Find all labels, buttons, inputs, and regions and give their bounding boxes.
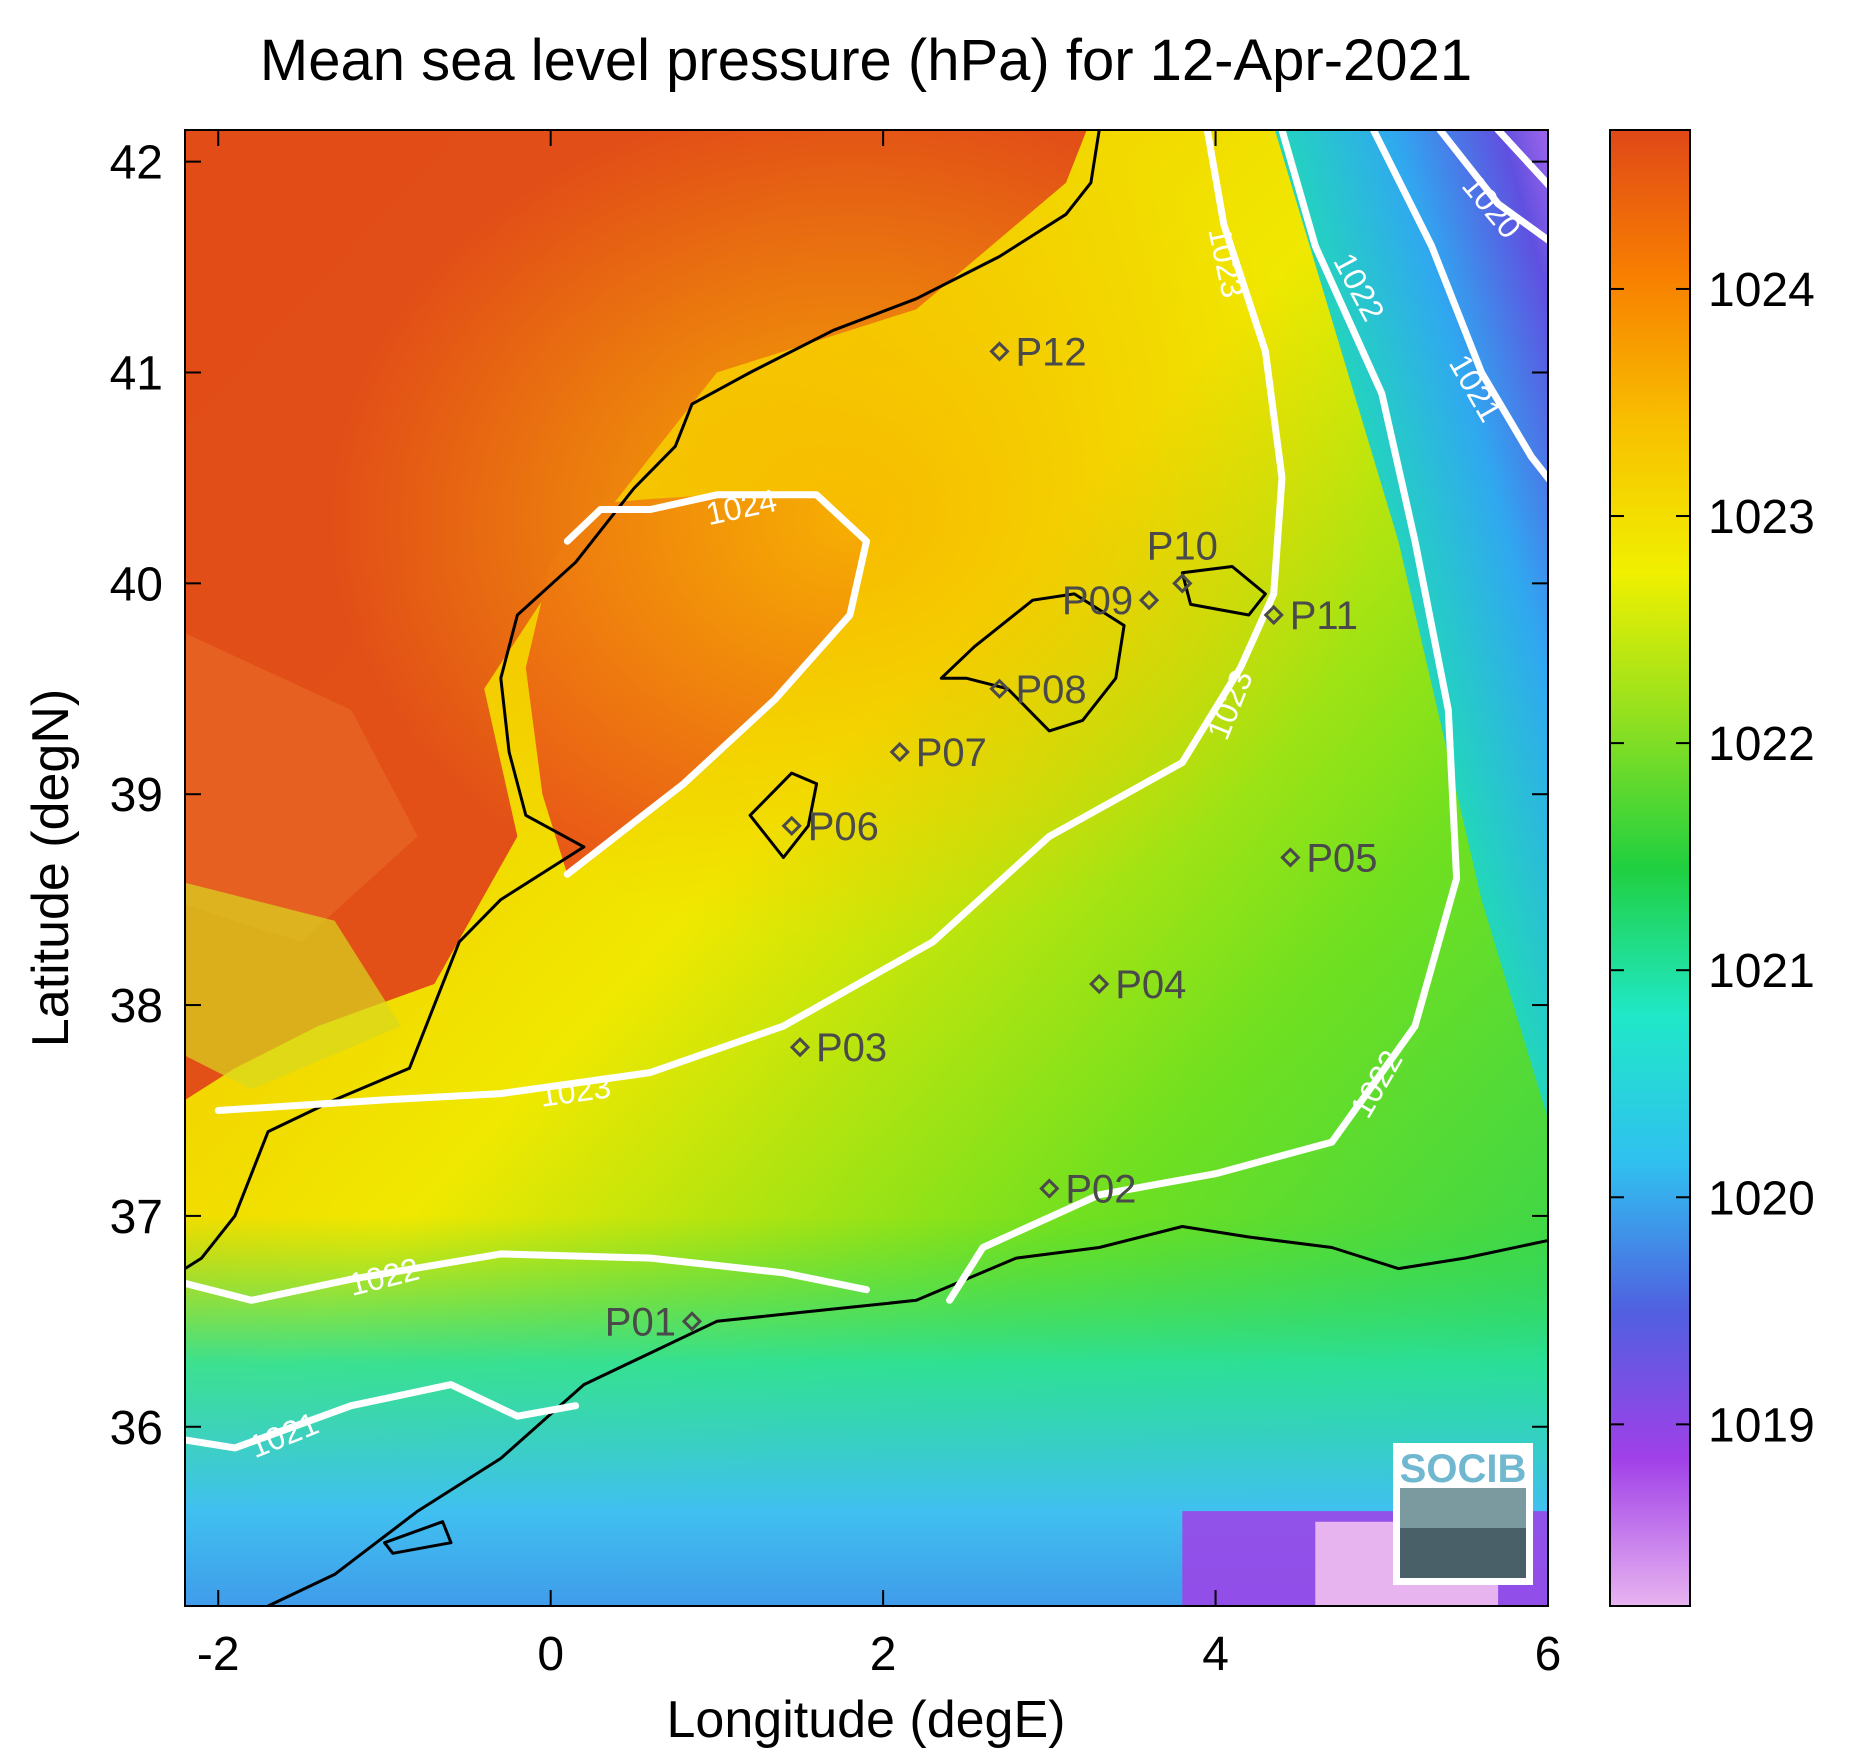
y-tick-label: 40 [110, 558, 163, 611]
station-marker [1039, 1178, 1060, 1199]
colorbar-tick-label: 1020 [1708, 1172, 1815, 1225]
contour-1021-south [185, 1381, 580, 1452]
x-tick-label: -2 [197, 1628, 240, 1681]
station-label: P10 [1147, 524, 1218, 568]
colorbar-tick-label: 1023 [1708, 491, 1815, 544]
y-axis: 36 37 38 39 40 41 42 [110, 137, 1548, 1455]
station-p02: P02 [1039, 1168, 1137, 1212]
x-tick-label: 4 [1202, 1628, 1229, 1681]
coastline-africa [267, 1225, 1548, 1606]
station-p09: P09 [1062, 579, 1160, 623]
station-label: P04 [1115, 963, 1186, 1007]
x-axis-label: Longitude (degE) [667, 1691, 1066, 1749]
station-marker [1089, 973, 1110, 995]
station-marker [989, 678, 1010, 699]
station-label: P05 [1306, 836, 1377, 880]
station-marker [681, 1311, 703, 1332]
colorbar-scale [1609, 129, 1691, 1607]
station-p01: P01 [605, 1300, 703, 1344]
contour-1022-east [946, 130, 1461, 1304]
coastline-menorca [1180, 565, 1267, 617]
station-marker [889, 741, 910, 763]
contour-1023-main [214, 130, 1286, 1114]
contour-1020 [1436, 130, 1548, 245]
y-tick-label: 36 [110, 1402, 163, 1455]
station-p10: P10 [1147, 524, 1218, 594]
colorbar-tick-label: 1024 [1708, 264, 1815, 317]
contour-1019 [1494, 130, 1548, 190]
station-marker [781, 815, 802, 836]
y-tick-label: 41 [110, 347, 163, 400]
station-marker [1263, 604, 1284, 626]
chart-title: Mean sea level pressure (hPa) for 12-Apr… [260, 28, 1472, 93]
station-label: P12 [1015, 330, 1086, 374]
socib-logo: SOCIB [1393, 1443, 1533, 1585]
station-p07: P07 [889, 731, 987, 775]
station-p04: P04 [1089, 963, 1186, 1007]
station-marker [1138, 590, 1160, 611]
station-p06: P06 [781, 805, 879, 849]
station-marker [1280, 847, 1301, 868]
station-label: P01 [605, 1300, 676, 1344]
contour-1024 [563, 491, 870, 878]
y-tick-label: 37 [110, 1191, 163, 1244]
x-tick-label: 2 [870, 1628, 897, 1681]
y-tick-label: 42 [110, 137, 163, 190]
station-p08: P08 [989, 668, 1087, 712]
station-label: P02 [1065, 1168, 1136, 1212]
contour-1022-south [185, 1250, 870, 1304]
x-axis: -2 0 2 4 6 [197, 130, 1561, 1681]
station-p05: P05 [1280, 836, 1378, 880]
colorbar-tick-label: 1019 [1708, 1399, 1815, 1452]
y-tick-label: 39 [110, 769, 163, 822]
contour-1021-east [1370, 130, 1548, 484]
y-axis-label: Latitude (degN) [22, 689, 80, 1047]
station-label: P09 [1062, 579, 1133, 623]
station-p12: P12 [989, 330, 1087, 374]
colorbar: 1019 1020 1021 1022 1023 1024 [1609, 129, 1815, 1607]
station-label: P11 [1290, 594, 1358, 638]
coastline-alboran [383, 1520, 453, 1555]
y-tick-label: 38 [110, 980, 163, 1033]
station-p11: P11 [1263, 594, 1358, 638]
pressure-field: 1024102310231023102210221022102110211020… [185, 130, 1548, 1606]
plot-frame [184, 129, 1549, 1607]
station-marker [1172, 573, 1193, 594]
station-label: P03 [816, 1026, 887, 1070]
colorbar-tick-label: 1021 [1708, 945, 1815, 998]
station-marker [989, 341, 1010, 362]
station-p03: P03 [789, 1026, 887, 1070]
coastline-ibiza [748, 771, 819, 859]
x-tick-label: 6 [1535, 1628, 1562, 1681]
station-label: P06 [808, 805, 879, 849]
logo-text: SOCIB [1400, 1447, 1527, 1491]
station-marker [789, 1037, 811, 1058]
colorbar-tick-label: 1022 [1708, 718, 1815, 771]
station-label: P07 [916, 731, 987, 775]
station-label: P08 [1015, 668, 1086, 712]
x-tick-label: 0 [537, 1628, 564, 1681]
